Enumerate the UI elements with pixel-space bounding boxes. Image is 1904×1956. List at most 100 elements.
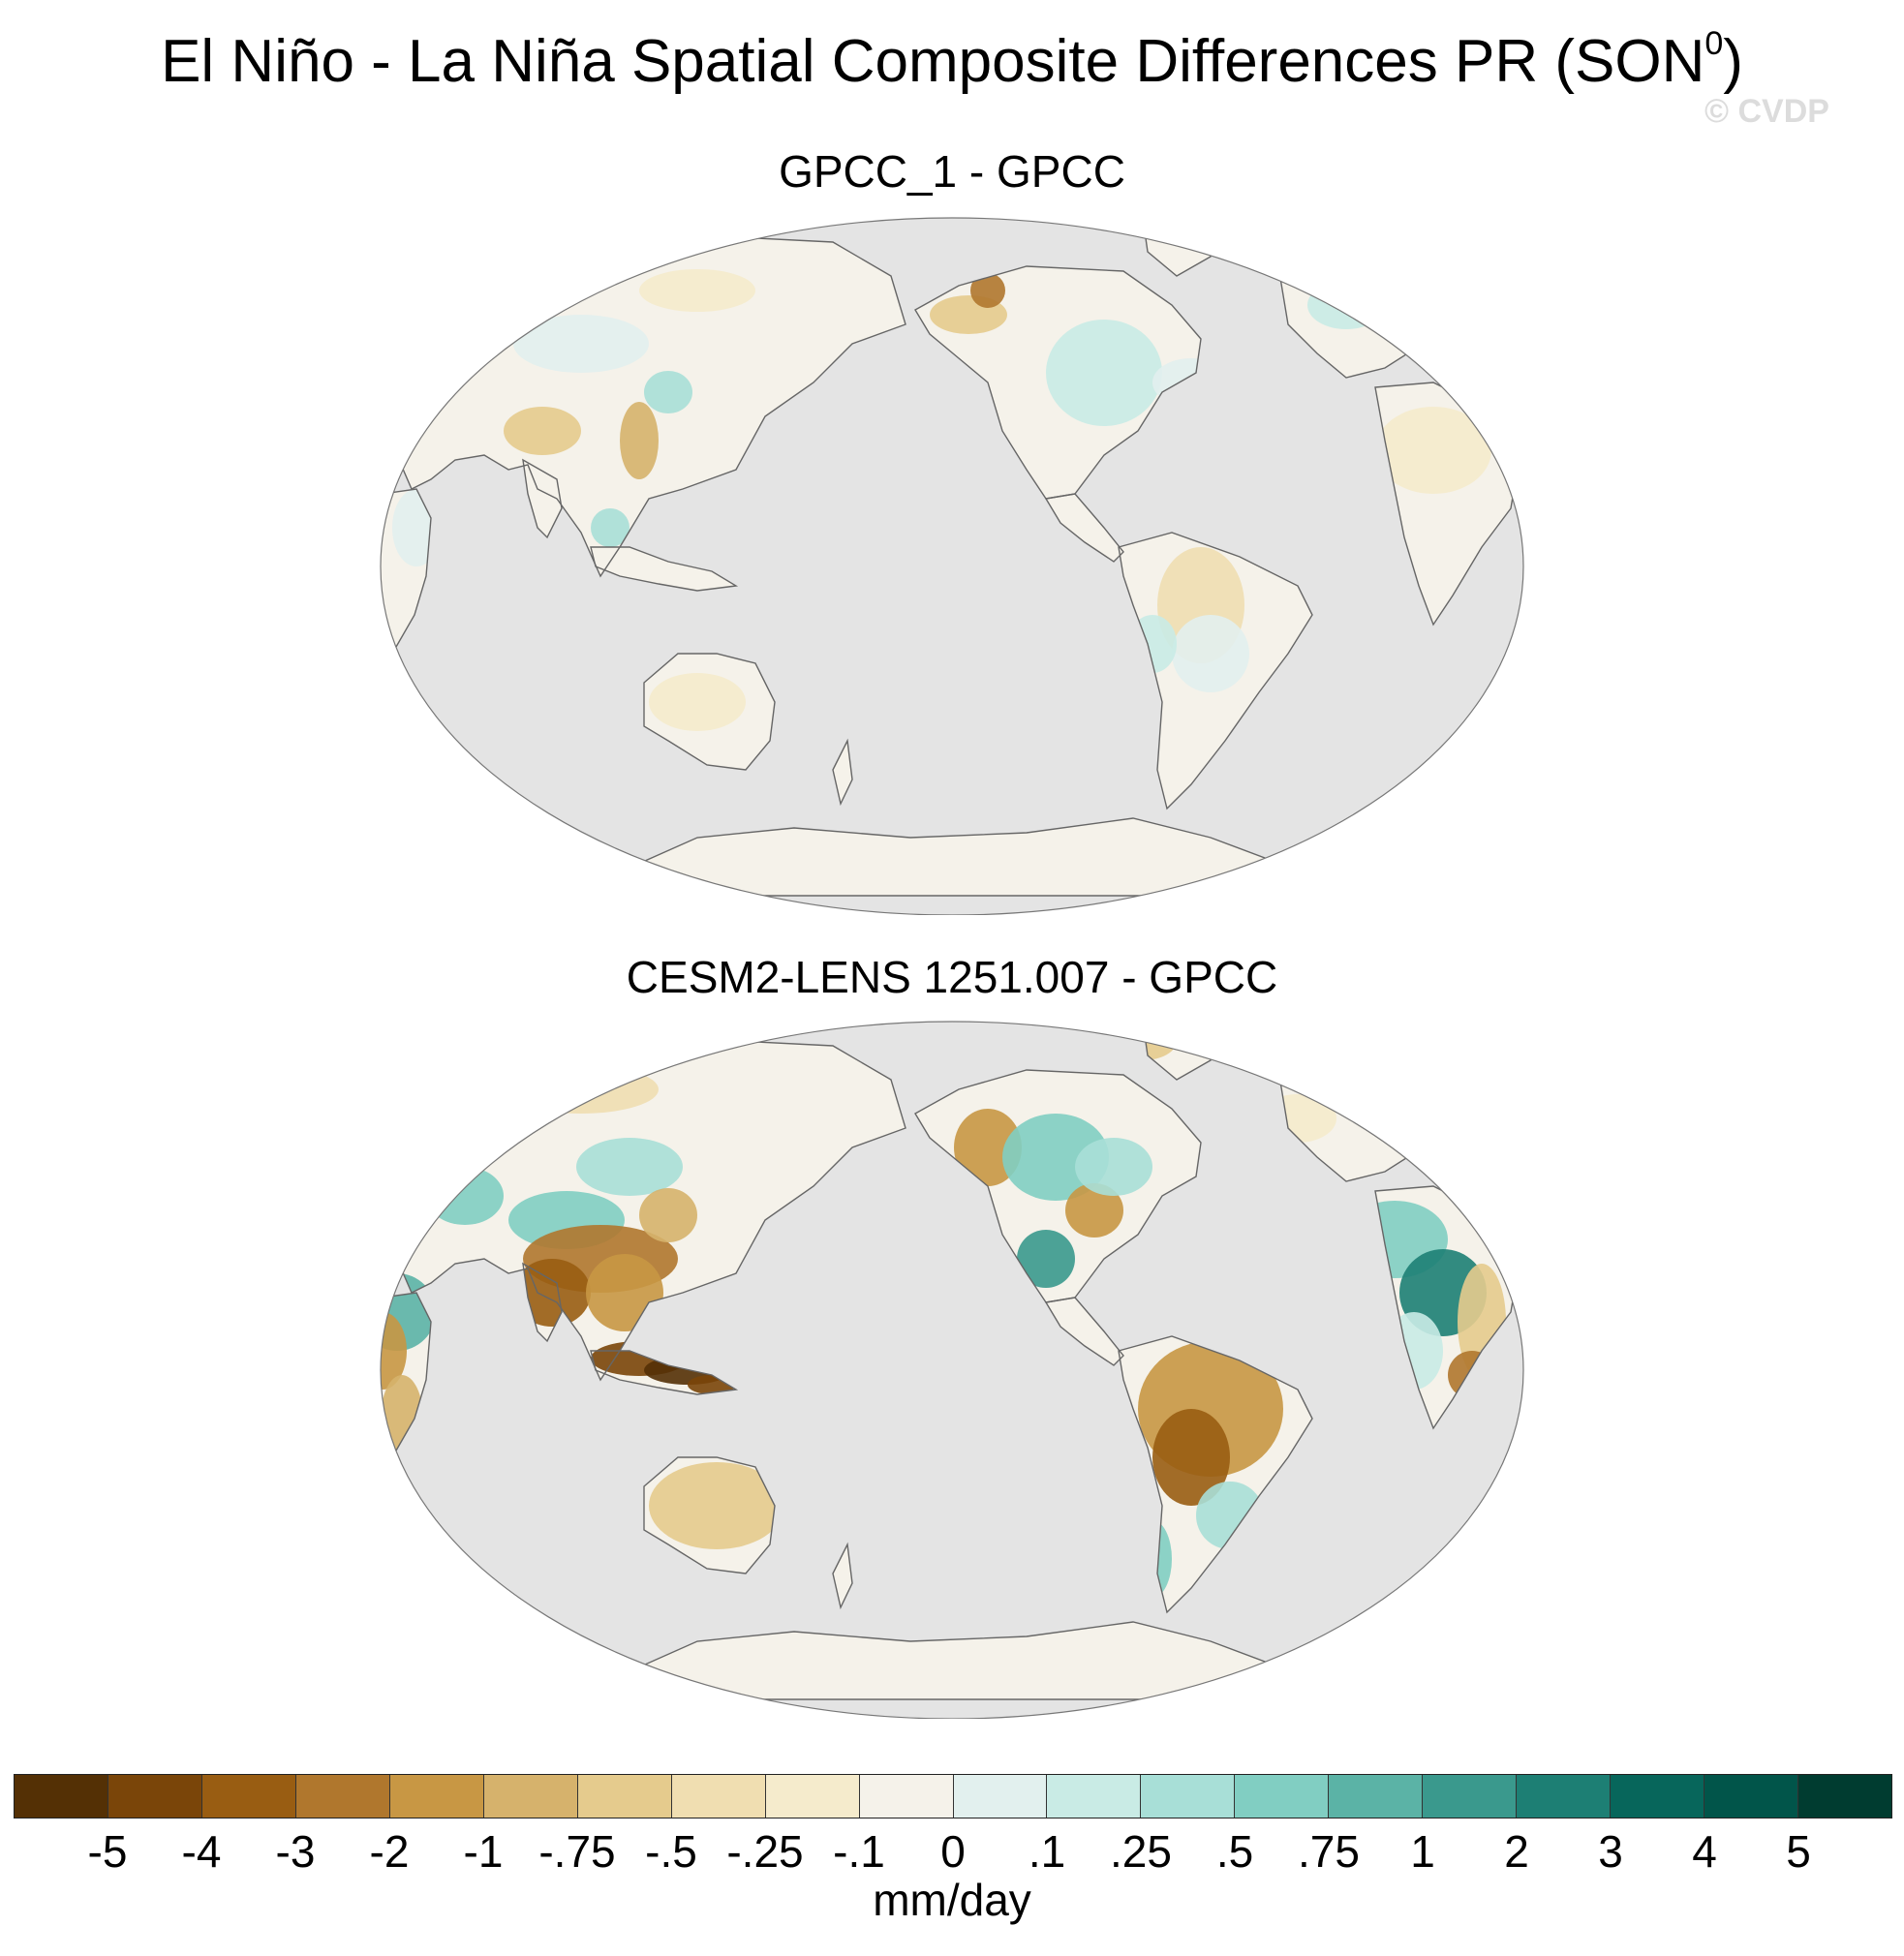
colorbar-swatch (671, 1775, 766, 1818)
colorbar-tick-label: -.1 (833, 1826, 885, 1877)
colorbar-tick-label: -4 (181, 1826, 222, 1877)
colorbar-ticks: -5 -4 -3 -2 -1 -.75 -.5 -.25 -.1 0 .1 .25 .5 .75 1 2 3 4 5 (0, 1825, 1904, 1883)
land-sea (591, 547, 736, 591)
colorbar-swatch (1517, 1775, 1612, 1818)
precip-anomaly-patch (513, 1259, 591, 1327)
coastline-asia (391, 1040, 906, 1382)
coastline-india (522, 1262, 563, 1343)
precip-anomaly-patch (504, 1065, 659, 1114)
colorbar-unit-label: mm/day (873, 1875, 1031, 1925)
colorbar-swatch (859, 1775, 954, 1818)
land-antarctica (600, 818, 1307, 896)
colorbar-tick-label: -3 (275, 1826, 316, 1877)
coastline-africaL (381, 1292, 432, 1459)
precip-anomaly-patch (649, 673, 746, 731)
precip-anomaly-patch (1065, 1183, 1123, 1238)
precip-anomaly-patch (970, 273, 1005, 308)
precip-anomaly-patch (426, 1167, 504, 1225)
colorbar-swatch (295, 1775, 390, 1818)
land-india (523, 460, 562, 537)
coastline-camerica (1044, 1297, 1124, 1366)
map-border (380, 1021, 1524, 1719)
precip-anomaly-patch (1075, 1138, 1152, 1196)
colorbar-tick-label: 1 (1410, 1826, 1435, 1877)
precip-anomaly-patch (639, 1188, 697, 1242)
coastline-camerica (1044, 493, 1124, 563)
colorbar-tick-label: 5 (1786, 1826, 1811, 1877)
land-camerica (1046, 494, 1123, 562)
coastline-africaL (381, 488, 432, 656)
colorbar-swatch (1704, 1775, 1799, 1818)
colorbar-swatch (389, 1775, 484, 1818)
coastline-sea (590, 546, 739, 592)
coastline-samerica (1118, 532, 1313, 810)
coastline-nz (832, 1542, 853, 1610)
colorbar-tick-label: 3 (1598, 1826, 1623, 1877)
colorbar-tick-label: -.75 (538, 1826, 616, 1877)
colorbar-swatch (1141, 1775, 1236, 1818)
precip-anomaly-patch (1046, 320, 1162, 426)
panel-2-map (380, 1021, 1524, 1719)
coastline-antarctica (599, 1621, 1309, 1700)
colorbar-swatch (1235, 1775, 1330, 1818)
figure-title: El Niño - La Niña Spatial Composite Diff… (161, 25, 1743, 95)
coastline-namerica (914, 1069, 1202, 1303)
precip-anomaly-patch (649, 1462, 784, 1549)
colorbar-tick-label: .1 (1028, 1826, 1066, 1877)
coastline-samerica (1118, 1335, 1313, 1614)
precip-anomaly-patch (1172, 615, 1249, 692)
panel-1-map (380, 217, 1524, 915)
coastline-australia (643, 1456, 776, 1574)
coastline-greenland (1142, 218, 1212, 277)
land-antarctica (600, 1622, 1307, 1699)
coastline-greenland (1142, 1022, 1212, 1081)
colorbar-swatch (483, 1775, 578, 1818)
colorbar-swatch (1329, 1775, 1424, 1818)
precip-anomaly-patch (1152, 1409, 1230, 1506)
colorbar-tick-label: .25 (1110, 1826, 1172, 1877)
precip-anomaly-patch (1327, 1075, 1385, 1114)
coastline-namerica (914, 265, 1202, 500)
coastline-sea (590, 1350, 739, 1395)
precip-anomaly-patch (591, 508, 630, 547)
colorbar-tick-label: .75 (1298, 1826, 1360, 1877)
precip-anomaly-patch (1017, 1230, 1075, 1288)
precip-anomaly-patch (1307, 281, 1385, 329)
precip-anomaly-patch (381, 1312, 407, 1390)
colorbar-tick-label: 4 (1692, 1826, 1717, 1877)
precip-anomaly-patch (513, 315, 649, 373)
precip-anomaly-patch (436, 1094, 571, 1162)
precip-anomaly-patch (1375, 407, 1491, 494)
colorbar-tick-label: 0 (940, 1826, 966, 1877)
colorbar-tick-label: -.25 (726, 1826, 804, 1877)
colorbar (14, 1774, 1892, 1818)
colorbar-swatch (15, 1775, 108, 1818)
panel-2-title: CESM2-LENS 1251.007 - GPCC (626, 952, 1278, 1002)
map-border (380, 217, 1524, 915)
land-camerica (1046, 1298, 1123, 1365)
colorbar-tick-label: .5 (1215, 1826, 1254, 1877)
colorbar-swatch (1611, 1775, 1705, 1818)
colorbar-swatch (107, 1775, 202, 1818)
colorbar-tick-label: -1 (463, 1826, 504, 1877)
colorbar-tick-label: -.5 (645, 1826, 697, 1877)
cvdp-watermark: © CVDP (1704, 93, 1829, 130)
colorbar-swatch (201, 1775, 296, 1818)
colorbar-swatch (1798, 1775, 1892, 1818)
colorbar-swatch (577, 1775, 672, 1818)
precip-anomaly-patch (644, 371, 692, 413)
colorbar-tick-label: -2 (369, 1826, 410, 1877)
colorbar-tick-label: 2 (1504, 1826, 1529, 1877)
colorbar-swatch (765, 1775, 860, 1818)
coastline-india (522, 458, 563, 539)
panel-1-title: GPCC_1 - GPCC (779, 146, 1125, 197)
colorbar-tick-label: -5 (87, 1826, 128, 1877)
coastline-antarctica (599, 817, 1309, 897)
coastline-asia (391, 236, 906, 578)
colorbar-swatch (953, 1775, 1048, 1818)
colorbar-swatch (1047, 1775, 1142, 1818)
coastline-australia (643, 653, 776, 771)
precip-anomaly-patch (639, 269, 755, 312)
colorbar-swatch (1423, 1775, 1518, 1818)
precip-anomaly-patch (620, 402, 659, 479)
